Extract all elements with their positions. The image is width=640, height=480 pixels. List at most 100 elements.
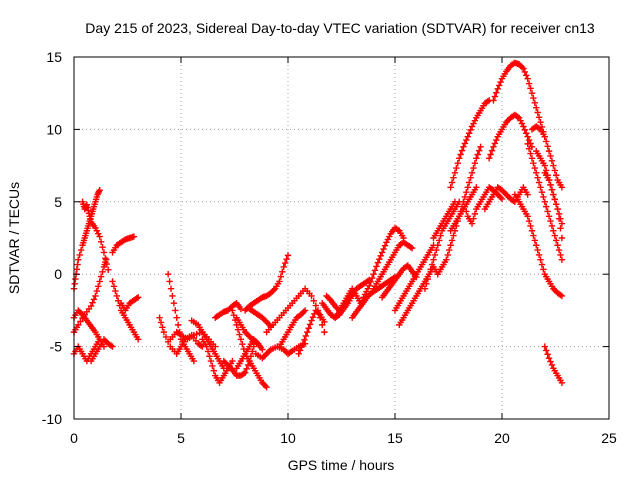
series-arc-15 bbox=[212, 299, 245, 321]
data-point bbox=[553, 201, 560, 208]
data-point bbox=[527, 222, 534, 230]
series-arc-13 bbox=[188, 317, 227, 372]
data-point bbox=[538, 188, 546, 196]
data-point bbox=[162, 333, 170, 341]
series-arc-30 bbox=[357, 224, 407, 307]
data-point bbox=[89, 299, 96, 306]
data-point bbox=[373, 263, 380, 270]
data-point bbox=[110, 283, 118, 290]
data-point bbox=[85, 207, 92, 214]
data-point bbox=[172, 307, 179, 314]
data-point bbox=[84, 204, 91, 211]
data-point bbox=[357, 299, 364, 307]
data-point bbox=[457, 151, 464, 158]
data-point bbox=[236, 331, 243, 338]
data-point bbox=[494, 85, 501, 93]
data-point bbox=[174, 321, 182, 329]
data-point bbox=[558, 220, 566, 227]
data-point bbox=[380, 245, 387, 253]
data-point bbox=[547, 217, 554, 225]
y-axis-label: SDTVAR / TECUs bbox=[6, 182, 22, 294]
data-point bbox=[277, 273, 285, 280]
data-point bbox=[364, 277, 372, 285]
data-point bbox=[283, 256, 290, 263]
data-point bbox=[447, 242, 454, 249]
data-point bbox=[403, 263, 410, 270]
data-point bbox=[543, 138, 550, 145]
series-arc-47 bbox=[541, 169, 566, 242]
series-arc-33 bbox=[391, 242, 437, 314]
data-point bbox=[524, 140, 531, 148]
data-point bbox=[535, 125, 543, 132]
series-arc-48 bbox=[511, 191, 566, 300]
data-point bbox=[279, 268, 286, 275]
data-point bbox=[170, 299, 178, 307]
x-tick-label: 5 bbox=[177, 430, 185, 446]
data-point bbox=[464, 133, 471, 140]
data-point bbox=[450, 232, 457, 239]
series-arc-24 bbox=[276, 307, 309, 350]
data-point bbox=[547, 181, 554, 189]
data-point bbox=[308, 292, 315, 300]
data-point bbox=[203, 343, 210, 350]
series-arc-28 bbox=[331, 276, 373, 321]
data-point bbox=[525, 217, 533, 225]
data-point bbox=[428, 261, 436, 268]
data-point bbox=[553, 172, 560, 179]
data-point bbox=[531, 99, 539, 107]
data-point bbox=[204, 348, 212, 355]
data-point bbox=[97, 238, 105, 246]
data-point bbox=[96, 187, 103, 194]
data-point bbox=[525, 80, 533, 87]
data-point bbox=[544, 143, 551, 150]
series-arc-16 bbox=[220, 343, 257, 379]
data-point bbox=[465, 130, 473, 137]
series-arc-7 bbox=[109, 233, 138, 256]
x-tick-label: 10 bbox=[280, 430, 296, 446]
data-point bbox=[551, 232, 558, 239]
data-point bbox=[321, 328, 328, 336]
data-point bbox=[463, 208, 470, 215]
data-point bbox=[487, 151, 494, 158]
data-point bbox=[520, 65, 527, 72]
data-point bbox=[461, 203, 469, 210]
data-point bbox=[237, 336, 245, 343]
data-point bbox=[243, 365, 250, 373]
data-point bbox=[540, 266, 547, 273]
data-point bbox=[548, 361, 556, 369]
y-tick-label: 5 bbox=[54, 194, 62, 210]
data-point bbox=[473, 184, 480, 191]
data-point bbox=[534, 109, 541, 116]
data-point bbox=[433, 246, 440, 254]
data-point bbox=[284, 252, 292, 259]
data-point bbox=[306, 321, 314, 328]
data-point bbox=[173, 314, 180, 321]
data-point bbox=[237, 305, 245, 313]
data-point bbox=[160, 328, 168, 336]
data-point bbox=[530, 232, 537, 239]
data-point bbox=[493, 136, 500, 144]
data-point bbox=[491, 93, 499, 100]
data-point bbox=[554, 205, 561, 213]
x-tick-label: 25 bbox=[601, 430, 617, 446]
y-tick-label: 10 bbox=[46, 121, 62, 137]
data-point bbox=[460, 198, 467, 205]
data-point bbox=[545, 354, 553, 362]
data-point bbox=[239, 340, 246, 348]
series-arc-45 bbox=[528, 123, 566, 191]
data-point bbox=[461, 193, 469, 201]
data-point bbox=[534, 174, 541, 181]
data-point bbox=[490, 143, 497, 150]
data-point bbox=[92, 224, 99, 232]
data-point bbox=[368, 274, 376, 282]
data-point bbox=[523, 130, 530, 137]
data-point bbox=[524, 191, 531, 198]
series-arc-17 bbox=[229, 307, 270, 391]
data-point bbox=[446, 246, 453, 254]
data-point bbox=[471, 159, 479, 167]
data-point bbox=[156, 314, 163, 321]
data-point bbox=[424, 275, 432, 283]
data-point bbox=[96, 233, 103, 240]
data-point bbox=[558, 184, 566, 191]
